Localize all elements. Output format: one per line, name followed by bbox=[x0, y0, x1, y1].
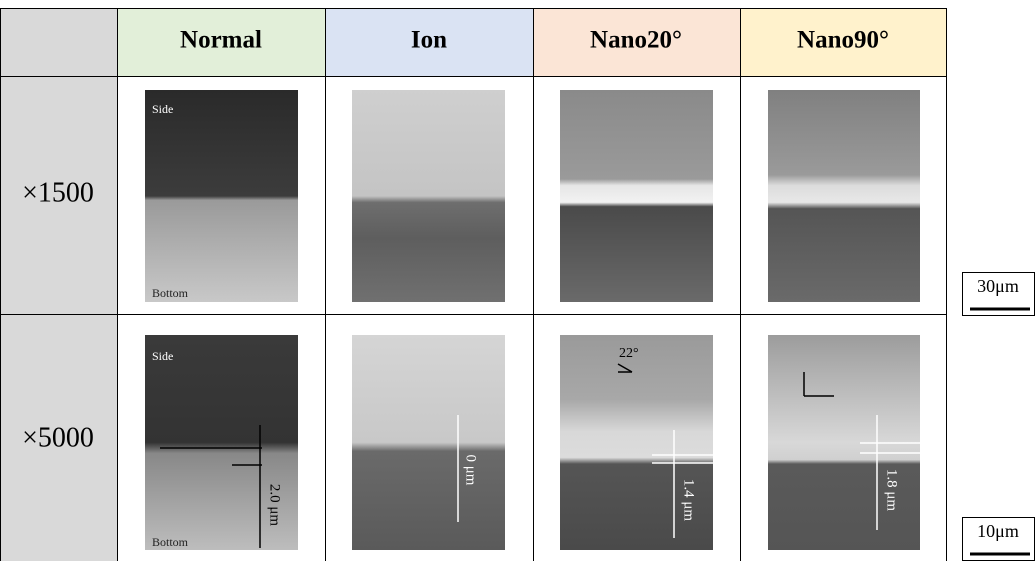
header-cell bbox=[0, 8, 117, 76]
column-header: Ion bbox=[411, 27, 447, 54]
sem-image bbox=[145, 90, 298, 302]
column-header: Nano90° bbox=[797, 27, 889, 54]
scale-label: 10μm bbox=[977, 521, 1019, 541]
measurement-label: 2.0 μm bbox=[267, 484, 283, 527]
scale-label: 30μm bbox=[977, 276, 1019, 296]
measurement-label: 1.4 μm bbox=[681, 479, 697, 522]
angle-label: 22° bbox=[619, 346, 639, 361]
sem-image bbox=[768, 90, 920, 302]
measurement-label: 1.8 μm bbox=[884, 469, 900, 512]
sem-image bbox=[352, 90, 505, 302]
page: Normal Ion Nano20° Nano90° ×1500 ×5000 S… bbox=[0, 0, 1035, 561]
image-label: Bottom bbox=[152, 286, 189, 300]
column-header: Normal bbox=[180, 27, 262, 54]
measurement-label: 0 μm bbox=[463, 455, 479, 486]
row-label: ×1500 bbox=[22, 177, 94, 208]
sem-image bbox=[560, 90, 713, 302]
sem-image bbox=[352, 335, 505, 550]
image-label: Bottom bbox=[152, 535, 189, 549]
image-label: Side bbox=[152, 102, 173, 116]
image-label: Side bbox=[152, 349, 173, 363]
row-label-cell bbox=[0, 76, 117, 561]
row-label: ×5000 bbox=[22, 422, 94, 453]
figure: Normal Ion Nano20° Nano90° ×1500 ×5000 S… bbox=[0, 0, 1035, 561]
column-header: Nano20° bbox=[590, 27, 682, 54]
